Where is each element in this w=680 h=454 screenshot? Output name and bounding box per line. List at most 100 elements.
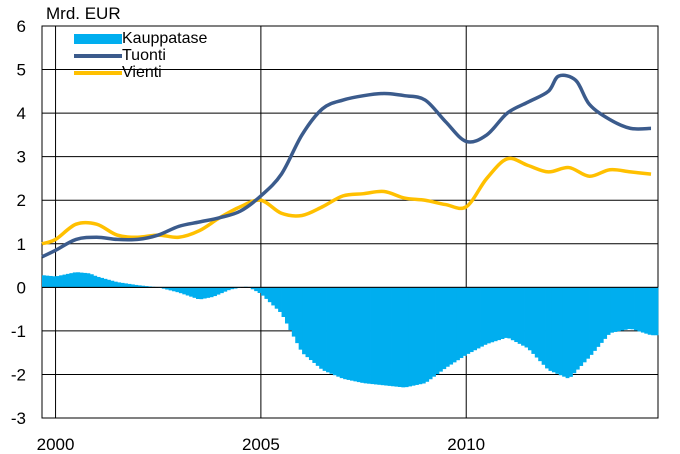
bar-kauppatase xyxy=(172,287,176,292)
x-tick-label: 2005 xyxy=(242,435,280,454)
y-tick-label: 1 xyxy=(17,235,26,254)
bar-kauppatase xyxy=(486,287,491,344)
bar-kauppatase xyxy=(79,272,84,288)
bar-kauppatase xyxy=(493,287,498,342)
bar-kauppatase xyxy=(168,287,173,291)
bar-kauppatase xyxy=(110,280,115,288)
bar-kauppatase xyxy=(456,287,460,361)
line-vienti xyxy=(41,156,652,246)
bar-kauppatase xyxy=(497,287,501,341)
bar-kauppatase xyxy=(538,287,543,362)
bar-kauppatase xyxy=(336,287,341,377)
bar-kauppatase xyxy=(332,287,337,376)
bar-kauppatase xyxy=(408,287,412,387)
legend: Kauppatase Tuonti Vienti xyxy=(74,30,207,81)
bar-kauppatase xyxy=(356,287,361,383)
bar-kauppatase xyxy=(213,287,217,297)
legend-item-tuonti: Tuonti xyxy=(74,47,207,64)
bar-kauppatase xyxy=(113,281,118,288)
bar-kauppatase xyxy=(558,287,563,376)
bar-kauppatase xyxy=(380,287,385,386)
bar-kauppatase xyxy=(459,287,464,359)
bar-kauppatase xyxy=(308,287,313,361)
bar-kauppatase xyxy=(261,287,265,296)
bar-kauppatase xyxy=(107,279,111,288)
bar-kauppatase xyxy=(350,287,354,381)
bar-kauppatase xyxy=(432,287,436,377)
bar-kauppatase xyxy=(651,287,655,336)
bar-kauppatase xyxy=(363,287,368,384)
bar-kauppatase xyxy=(654,287,659,336)
bar-kauppatase xyxy=(462,287,467,356)
bar-kauppatase xyxy=(59,275,63,288)
legend-item-kauppatase: Kauppatase xyxy=(74,30,207,47)
bar-kauppatase xyxy=(196,287,200,299)
bar-kauppatase xyxy=(264,287,269,299)
bar-kauppatase xyxy=(65,273,70,288)
bar-kauppatase xyxy=(254,287,258,292)
bar-kauppatase xyxy=(384,287,389,386)
bar-kauppatase xyxy=(606,287,611,335)
legend-swatch-vienti xyxy=(74,70,122,75)
bar-kauppatase xyxy=(637,287,642,332)
bar-kauppatase xyxy=(610,287,614,333)
bar-kauppatase xyxy=(507,287,512,339)
bar-kauppatase xyxy=(647,287,652,335)
bar-kauppatase xyxy=(360,287,365,383)
bar-kauppatase xyxy=(192,287,197,298)
bar-kauppatase xyxy=(206,287,211,298)
bar-kauppatase xyxy=(634,287,638,331)
bar-kauppatase xyxy=(504,287,508,338)
bar-kauppatase xyxy=(189,287,193,297)
bar-kauppatase xyxy=(117,282,122,288)
bar-kauppatase xyxy=(83,272,87,288)
bar-kauppatase xyxy=(226,287,231,291)
bar-kauppatase xyxy=(613,287,618,332)
bar-kauppatase xyxy=(370,287,375,385)
bar-kauppatase xyxy=(438,287,443,372)
bar-kauppatase xyxy=(250,287,255,290)
bar-kauppatase xyxy=(339,287,344,379)
y-tick-label: 6 xyxy=(17,17,26,36)
bar-kauppatase xyxy=(165,287,170,290)
bar-kauppatase xyxy=(401,287,406,388)
bar-kauppatase xyxy=(466,287,471,354)
bar-kauppatase xyxy=(527,287,532,351)
bar-kauppatase xyxy=(281,287,286,317)
bar-kauppatase xyxy=(596,287,601,347)
y-tick-label: 0 xyxy=(17,278,26,297)
bar-kauppatase xyxy=(421,287,426,384)
y-tick-label: 5 xyxy=(17,61,26,80)
bar-kauppatase xyxy=(76,272,81,288)
y-tick-label: -1 xyxy=(11,322,26,341)
bar-kauppatase xyxy=(199,287,204,300)
bar-kauppatase xyxy=(510,287,515,341)
bar-kauppatase xyxy=(141,285,146,288)
bar-kauppatase xyxy=(620,287,625,331)
bar-kauppatase xyxy=(343,287,347,380)
bar-kauppatase xyxy=(469,287,474,353)
bar-kauppatase xyxy=(233,287,238,289)
bar-kauppatase xyxy=(319,287,324,369)
bar-kauppatase xyxy=(616,287,621,332)
bar-kauppatase xyxy=(288,287,293,331)
bar-kauppatase xyxy=(480,287,484,347)
bar-kauppatase xyxy=(565,287,570,379)
bar-kauppatase xyxy=(42,275,46,288)
bar-kauppatase xyxy=(202,287,207,299)
bar-kauppatase xyxy=(562,287,566,377)
bar-kauppatase xyxy=(55,276,60,288)
bar-kauppatase xyxy=(569,287,573,377)
bar-kauppatase xyxy=(209,287,214,298)
bar-kauppatase xyxy=(182,287,187,295)
legend-swatch-tuonti xyxy=(74,53,122,58)
x-tick-label: 2000 xyxy=(37,435,75,454)
bar-kauppatase xyxy=(72,272,77,288)
bar-kauppatase xyxy=(373,287,378,385)
bar-kauppatase xyxy=(137,285,142,288)
bar-kauppatase xyxy=(312,287,317,363)
bar-kauppatase xyxy=(124,283,128,288)
bar-kauppatase xyxy=(551,287,556,373)
bar-kauppatase xyxy=(521,287,525,346)
legend-swatch-kauppatase xyxy=(74,33,122,44)
